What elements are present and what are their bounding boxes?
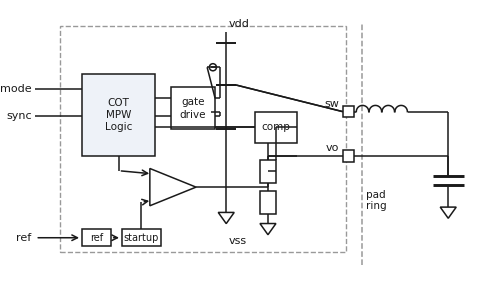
- Bar: [122, 229, 161, 246]
- Bar: [82, 229, 111, 246]
- Text: sw: sw: [324, 99, 339, 109]
- Bar: [260, 191, 276, 214]
- Polygon shape: [150, 169, 196, 206]
- Text: vdd: vdd: [228, 19, 249, 30]
- Bar: [171, 87, 215, 129]
- Polygon shape: [218, 212, 234, 224]
- Polygon shape: [260, 223, 276, 235]
- Bar: [343, 150, 354, 162]
- Text: pad
ring: pad ring: [366, 190, 387, 211]
- Text: startup: startup: [124, 233, 159, 243]
- Text: comp: comp: [262, 122, 290, 132]
- Text: ref: ref: [16, 233, 32, 243]
- Bar: [260, 160, 276, 183]
- Bar: [82, 74, 155, 156]
- Bar: [255, 112, 297, 143]
- Polygon shape: [440, 207, 456, 218]
- Text: vo: vo: [325, 143, 339, 153]
- Text: COT
MPW
Logic: COT MPW Logic: [105, 98, 132, 132]
- Text: gate
drive: gate drive: [180, 97, 206, 119]
- Text: mode: mode: [0, 84, 32, 94]
- Bar: [60, 26, 346, 252]
- Text: vss: vss: [228, 236, 247, 246]
- Text: sync: sync: [6, 111, 32, 121]
- Text: ref: ref: [90, 233, 103, 243]
- Bar: [343, 106, 354, 117]
